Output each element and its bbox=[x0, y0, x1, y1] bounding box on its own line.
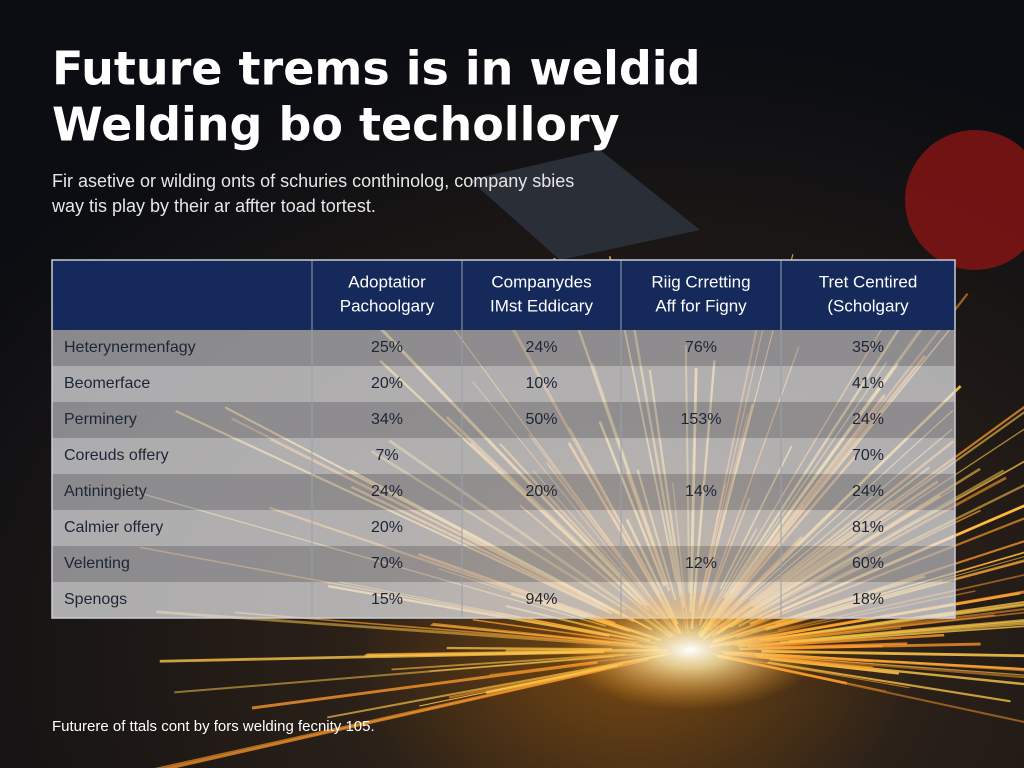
spark-glow bbox=[560, 590, 820, 710]
table-row bbox=[52, 582, 955, 618]
cell: 15% bbox=[371, 591, 403, 608]
column-header: IMst Eddicary bbox=[490, 296, 593, 315]
row-label: Calmier offery bbox=[64, 519, 163, 536]
cell: 12% bbox=[685, 555, 717, 572]
cell: 41% bbox=[852, 375, 884, 392]
column-header: Companydes bbox=[491, 272, 591, 291]
spark bbox=[251, 660, 598, 710]
cell: 20% bbox=[525, 483, 557, 500]
cell: 24% bbox=[852, 483, 884, 500]
footer: Futurere of ttals cont by fors welding f… bbox=[52, 718, 375, 735]
table-row bbox=[52, 330, 955, 366]
cell: 14% bbox=[685, 483, 717, 500]
spark bbox=[761, 649, 1024, 658]
table-row bbox=[52, 510, 955, 546]
spark bbox=[764, 625, 1024, 646]
cell: 24% bbox=[525, 339, 557, 356]
column-header: (Scholgary bbox=[827, 296, 909, 315]
title-line: Welding bo techollory bbox=[52, 98, 620, 152]
table-border bbox=[51, 259, 956, 619]
row-label: Beomerface bbox=[64, 375, 150, 392]
cell: 24% bbox=[371, 483, 403, 500]
column-header: Tret Centired bbox=[819, 272, 918, 291]
spark bbox=[155, 667, 605, 768]
cell: 94% bbox=[525, 591, 557, 608]
subtitle-line: way tis play by their ar affter toad tor… bbox=[51, 196, 376, 216]
column-header: Riig Crretting bbox=[651, 272, 750, 291]
column-header: Pachoolgary bbox=[340, 296, 435, 315]
machine bbox=[905, 130, 1024, 270]
cell: 18% bbox=[852, 591, 884, 608]
row-label: Antiningiety bbox=[64, 483, 147, 500]
spark bbox=[364, 650, 595, 657]
column-header: Aff for Figny bbox=[655, 296, 747, 315]
cell: 60% bbox=[852, 555, 884, 572]
cell: 70% bbox=[852, 447, 884, 464]
torch bbox=[470, 150, 700, 260]
cell: 81% bbox=[852, 519, 884, 536]
subtitle-line: Fir asetive or wilding onts of schuries … bbox=[52, 171, 574, 191]
row-label: Coreuds offery bbox=[64, 447, 169, 464]
cell: 7% bbox=[375, 447, 398, 464]
column-header: Adoptatior bbox=[348, 272, 426, 291]
row-label: Heterynermenfagy bbox=[64, 339, 196, 356]
cell: 24% bbox=[852, 411, 884, 428]
table-row bbox=[52, 546, 955, 582]
cell: 20% bbox=[371, 375, 403, 392]
cell: 34% bbox=[371, 411, 403, 428]
cell: 35% bbox=[852, 339, 884, 356]
cell: 76% bbox=[685, 339, 717, 356]
table-row bbox=[52, 438, 955, 474]
cell: 153% bbox=[681, 411, 722, 428]
row-label: Perminery bbox=[64, 411, 137, 428]
cell: 10% bbox=[525, 375, 557, 392]
title-line: Future trems is in weldid bbox=[52, 42, 701, 96]
table-row bbox=[52, 474, 955, 510]
cell: 50% bbox=[525, 411, 557, 428]
table: Adoptatior Pachoolgary Companydes IMst Eddi… bbox=[51, 259, 956, 619]
cell: 25% bbox=[371, 339, 403, 356]
spark bbox=[788, 619, 1024, 643]
row-label: Spenogs bbox=[64, 591, 127, 608]
cell: 20% bbox=[371, 519, 403, 536]
row-label: Velenting bbox=[64, 555, 130, 572]
cell: 70% bbox=[371, 555, 403, 572]
header-row bbox=[52, 260, 955, 330]
table-row bbox=[52, 402, 955, 438]
spark bbox=[753, 654, 1024, 676]
table-row bbox=[52, 366, 955, 402]
